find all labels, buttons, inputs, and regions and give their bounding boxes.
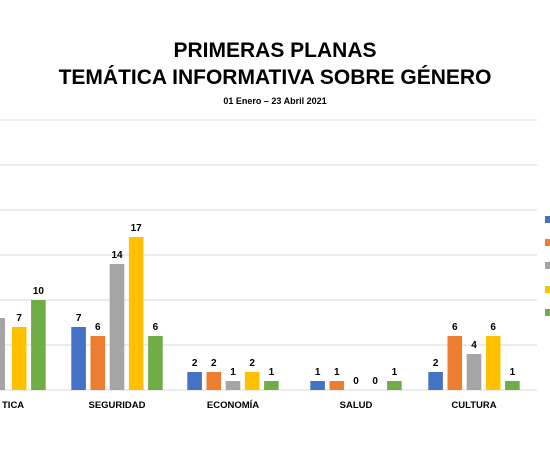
data-label: 6: [95, 322, 101, 333]
bar: [109, 264, 125, 390]
bar: [428, 372, 443, 390]
data-label: 17: [131, 223, 143, 234]
legend-swatch: [545, 309, 550, 316]
data-label: 1: [334, 367, 340, 378]
data-label: 4: [471, 340, 477, 351]
data-label: 1: [230, 367, 236, 378]
bar: [329, 381, 345, 390]
bar: [0, 318, 5, 390]
data-label: 2: [249, 358, 255, 369]
bar: [225, 381, 241, 390]
bar: [31, 300, 46, 390]
bar: [11, 327, 27, 390]
data-label: 0: [353, 376, 359, 387]
category-label: SEGURIDAD: [88, 400, 145, 411]
bar: [128, 237, 144, 390]
bar: [244, 372, 260, 390]
data-label: 2: [433, 358, 439, 369]
data-label: 0: [372, 376, 378, 387]
legend-swatch: [545, 216, 550, 223]
data-label: 6: [490, 322, 496, 333]
data-label: 6: [153, 322, 159, 333]
legend-swatch: [545, 286, 550, 293]
bar: [264, 381, 279, 390]
chart-title-line-2: TEMÁTICA INFORMATIVA SOBRE GÉNERO: [58, 66, 492, 89]
bar: [187, 372, 202, 390]
bar: [505, 381, 520, 390]
category-label: CULTURA: [451, 400, 496, 411]
chart-subtitle: 01 Enero – 23 Abril 2021: [223, 96, 327, 106]
data-label: 10: [33, 286, 45, 297]
bar: [71, 327, 86, 390]
bar: [485, 336, 501, 390]
bar: [148, 336, 163, 390]
bar: [310, 381, 325, 390]
data-label: 7: [76, 313, 82, 324]
data-label: 6: [452, 322, 458, 333]
data-label: 14: [111, 250, 123, 261]
bar: [90, 336, 106, 390]
category-label: SALUD: [340, 400, 373, 411]
category-label: TICA: [2, 400, 24, 411]
category-label: ECONOMÍA: [207, 400, 259, 411]
legend-swatch: [545, 239, 550, 246]
bar: [206, 372, 222, 390]
data-label: 1: [392, 367, 398, 378]
bar: [447, 336, 463, 390]
bar: [466, 354, 482, 390]
data-label: 7: [16, 313, 22, 324]
data-label: 1: [510, 367, 516, 378]
chart-title-line-1: PRIMERAS PLANAS: [173, 39, 377, 62]
data-label: 2: [211, 358, 217, 369]
data-label: 1: [315, 367, 321, 378]
data-label: 2: [192, 358, 198, 369]
bar: [387, 381, 402, 390]
legend-swatch: [545, 262, 550, 269]
data-label: 1: [269, 367, 275, 378]
